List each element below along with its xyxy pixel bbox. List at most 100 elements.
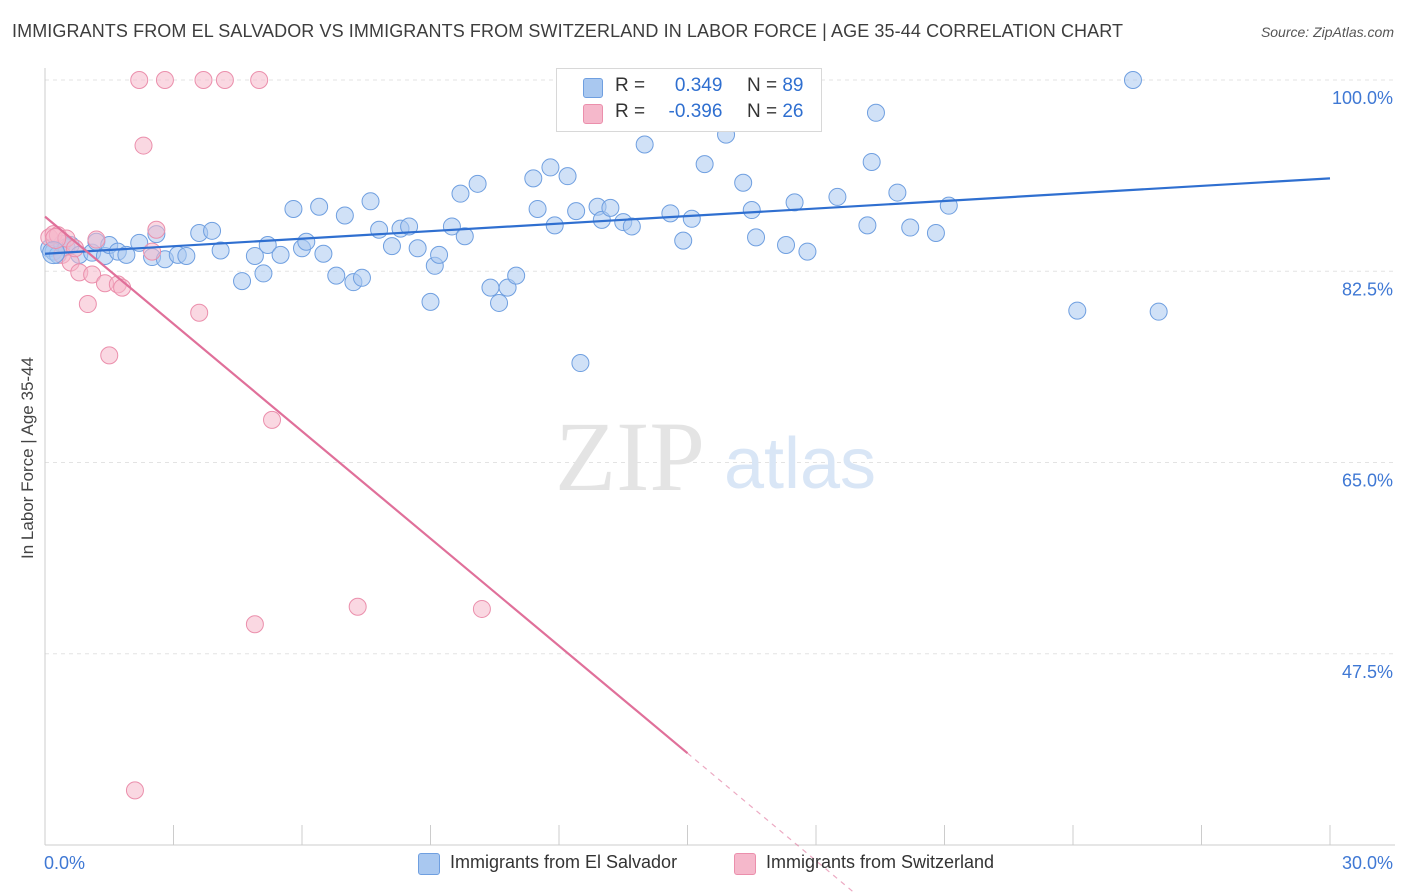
point-switzerland — [83, 265, 102, 284]
axes — [44, 68, 1395, 846]
point-el-salvador — [382, 237, 401, 256]
point-el-salvador — [1123, 71, 1142, 89]
point-el-salvador — [233, 272, 252, 291]
point-el-salvador — [490, 293, 509, 312]
point-switzerland — [147, 220, 166, 239]
point-switzerland — [87, 230, 106, 249]
point-el-salvador — [858, 216, 877, 235]
point-switzerland — [143, 242, 162, 261]
point-el-salvador — [571, 354, 590, 373]
point-el-salvador — [245, 246, 264, 265]
point-el-salvador — [203, 221, 222, 240]
grid-lines — [45, 79, 1395, 655]
point-el-salvador — [524, 169, 543, 188]
point-el-salvador — [901, 218, 920, 237]
watermark-atlas: atlas — [724, 424, 876, 504]
point-el-salvador — [400, 217, 419, 236]
point-el-salvador — [361, 192, 380, 211]
point-el-salvador — [271, 245, 290, 264]
point-el-salvador — [507, 266, 526, 285]
source-label: Source: ZipAtlas.com — [1260, 24, 1394, 40]
point-el-salvador — [558, 167, 577, 186]
point-el-salvador — [408, 239, 427, 258]
point-switzerland — [348, 597, 367, 616]
point-el-salvador — [528, 199, 547, 218]
point-switzerland — [130, 71, 149, 89]
point-switzerland — [472, 599, 491, 618]
chart-title: IMMIGRANTS FROM EL SALVADOR VS IMMIGRANT… — [12, 21, 1124, 41]
y-tick-label: 47.5% — [1342, 662, 1393, 682]
point-el-salvador — [421, 292, 440, 311]
point-el-salvador — [926, 224, 945, 242]
r-label: R = — [615, 75, 646, 96]
point-el-salvador — [742, 201, 761, 220]
point-el-salvador — [297, 232, 316, 251]
point-switzerland — [250, 71, 269, 89]
watermark: ZIP atlas — [555, 401, 876, 512]
n-label: N = — [746, 75, 778, 96]
point-el-salvador — [785, 193, 804, 212]
point-el-salvador — [798, 242, 817, 261]
y-tick-labels: 47.5% 65.0% 82.5% 100.0% — [1332, 88, 1393, 682]
point-el-salvador — [734, 173, 753, 192]
legend-swatch-blue — [418, 853, 440, 875]
legend-label: Immigrants from El Salvador — [450, 852, 678, 872]
point-el-salvador — [370, 220, 389, 239]
r-label: R = — [615, 101, 646, 122]
point-switzerland — [194, 71, 213, 89]
point-switzerland — [78, 295, 97, 314]
point-el-salvador — [335, 206, 354, 225]
y-tick-label: 100.0% — [1332, 88, 1393, 108]
n-value: 89 — [782, 75, 804, 96]
point-el-salvador — [695, 155, 714, 174]
point-switzerland — [155, 71, 174, 89]
point-el-salvador — [1068, 301, 1087, 320]
point-switzerland — [263, 410, 282, 429]
point-switzerland — [245, 615, 264, 634]
point-el-salvador — [601, 198, 620, 217]
legend-swatch-pink — [734, 853, 756, 875]
y-tick-label: 65.0% — [1342, 471, 1393, 491]
x-tick-labels: 0.0% 30.0% — [44, 853, 1393, 873]
data-points — [40, 71, 1168, 800]
legend-swatch-pink — [583, 104, 603, 124]
point-switzerland — [215, 71, 234, 89]
point-el-salvador — [352, 268, 371, 287]
point-switzerland — [190, 303, 209, 322]
point-el-salvador — [862, 152, 881, 171]
point-el-salvador — [451, 184, 470, 203]
point-el-salvador — [310, 197, 329, 216]
point-el-salvador — [682, 209, 701, 228]
point-el-salvador — [747, 228, 766, 247]
legend-swatch-blue — [583, 78, 603, 98]
trend-line-switzerland — [44, 215, 689, 755]
x-tick-label: 30.0% — [1342, 853, 1393, 873]
r-value: -0.396 — [668, 101, 723, 122]
point-switzerland — [125, 781, 144, 800]
point-el-salvador — [622, 217, 641, 236]
point-el-salvador — [541, 158, 560, 177]
point-el-salvador — [661, 204, 680, 223]
point-el-salvador — [674, 231, 693, 250]
point-el-salvador — [327, 266, 346, 285]
point-el-salvador — [177, 246, 196, 265]
point-el-salvador — [777, 236, 796, 255]
point-el-salvador — [254, 264, 273, 283]
point-el-salvador — [284, 199, 303, 218]
point-switzerland — [134, 136, 153, 155]
point-switzerland — [100, 346, 119, 365]
y-tick-label: 82.5% — [1342, 279, 1393, 299]
point-el-salvador — [211, 241, 230, 260]
point-el-salvador — [545, 216, 564, 235]
point-el-salvador — [1149, 302, 1168, 321]
point-el-salvador — [888, 183, 907, 202]
trend-line-el-salvador — [44, 177, 1331, 255]
point-el-salvador — [455, 227, 474, 246]
n-label: N = — [746, 101, 778, 122]
point-el-salvador — [468, 174, 487, 193]
r-value: 0.349 — [674, 75, 723, 96]
point-el-salvador — [866, 103, 885, 122]
n-value: 26 — [782, 101, 804, 122]
point-el-salvador — [481, 278, 500, 297]
